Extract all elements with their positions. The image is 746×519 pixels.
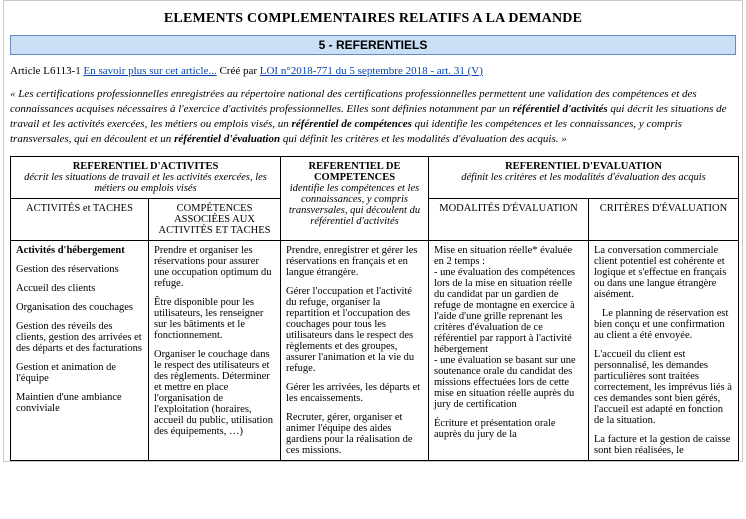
cell-modalites-evaluation: Mise en situation réelle* évaluée en 2 t… (429, 241, 589, 461)
article-mid: Créé par (217, 65, 260, 77)
cell-paragraph: Gestion et animation de l'équipe (16, 362, 143, 384)
cell-paragraph: La facture et la gestion de caisse sont … (594, 434, 733, 456)
cell-paragraph: Le planning de réservation est bien conç… (594, 308, 733, 341)
group-header-activites: REFERENTIEL D'ACTIVITES décrit les situa… (11, 157, 281, 199)
group-title: REFERENTIEL D'ACTIVITES (16, 161, 275, 172)
cell-paragraph: Gérer l'occupation et l'activité du refu… (286, 286, 423, 374)
page-title: ELEMENTS COMPLEMENTAIRES RELATIFS A LA D… (10, 5, 736, 35)
group-title: REFERENTIEL DE COMPETENCES (286, 161, 423, 183)
cell-paragraph: Maintien d'une ambiance conviviale (16, 392, 143, 414)
cell-activites-taches: Activités d'hébergement Gestion des rése… (11, 241, 149, 461)
cell-paragraph: L'accueil du client est personnalisé, le… (594, 349, 733, 426)
excerpt-keyword: référentiel d'évaluation (174, 133, 280, 145)
col-header-activites-taches: ACTIVITÉS et TACHES (11, 199, 149, 241)
cell-paragraph: Accueil des clients (16, 283, 143, 294)
excerpt-keyword: référentiel de compétences (292, 118, 412, 130)
group-desc: définit les critères et les modalités d'… (434, 172, 733, 183)
group-title: REFERENTIEL D'EVALUATION (434, 161, 733, 172)
cell-paragraph: La conversation commerciale client poten… (594, 245, 733, 300)
cell-paragraph: Activités d'hébergement (16, 245, 143, 256)
col-header-modalites: MODALITÉS D'ÉVALUATION (429, 199, 589, 241)
article-link-law[interactable]: LOI n°2018-771 du 5 septembre 2018 - art… (260, 65, 483, 77)
table-row: Activités d'hébergement Gestion des rése… (11, 241, 739, 461)
article-code: Article L6113-1 (10, 65, 81, 77)
cell-paragraph: Mise en situation réelle* évaluée en 2 t… (434, 245, 583, 410)
cell-paragraph: Gestion des réveils des clients, gestion… (16, 321, 143, 354)
cell-paragraph: Prendre, enregistrer et gérer les réserv… (286, 245, 423, 278)
cell-referentiel-competences: Prendre, enregistrer et gérer les réserv… (281, 241, 429, 461)
article-line: Article L6113-1 En savoir plus sur cet a… (10, 65, 736, 77)
cell-paragraph: Prendre et organiser les réservations po… (154, 245, 275, 289)
cell-paragraph: Écriture et présentation orale auprès du… (434, 418, 583, 440)
group-header-evaluation: REFERENTIEL D'EVALUATION définit les cri… (429, 157, 739, 199)
cell-paragraph: Gérer les arrivées, les départs et les e… (286, 382, 423, 404)
group-desc: identifie les compétences et les connais… (286, 183, 423, 227)
group-desc: décrit les situations de travail et les … (16, 172, 275, 194)
excerpt-text: qui définit les critères et les modalité… (280, 133, 567, 145)
cell-competences-associees: Prendre et organiser les réservations po… (149, 241, 281, 461)
cell-paragraph: Organisation des couchages (16, 302, 143, 313)
section-bar: 5 - REFERENTIELS (10, 35, 736, 55)
legal-excerpt: « Les certifications professionnelles en… (10, 87, 736, 146)
cell-criteres-evaluation: La conversation commerciale client poten… (589, 241, 739, 461)
col-header-competences-assoc: COMPÉTENCES ASSOCIÉES AUX ACTIVITÉS ET T… (149, 199, 281, 241)
referentiels-table: REFERENTIEL D'ACTIVITES décrit les situa… (10, 156, 739, 461)
excerpt-keyword: référentiel d'activités (513, 103, 608, 115)
cell-paragraph: Organiser le couchage dans le respect de… (154, 349, 275, 437)
col-header-criteres: CRITÈRES D'ÉVALUATION (589, 199, 739, 241)
group-header-competences: REFERENTIEL DE COMPETENCES identifie les… (281, 157, 429, 241)
cell-paragraph: Être disponible pour les utilisateurs, l… (154, 297, 275, 341)
cell-paragraph: Gestion des réservations (16, 264, 143, 275)
table-header-row-groups: REFERENTIEL D'ACTIVITES décrit les situa… (11, 157, 739, 199)
document-page: ELEMENTS COMPLEMENTAIRES RELATIFS A LA D… (3, 0, 743, 462)
cell-paragraph: Recruter, gérer, organiser et animer l'é… (286, 412, 423, 456)
article-link-more[interactable]: En savoir plus sur cet article... (84, 65, 217, 77)
